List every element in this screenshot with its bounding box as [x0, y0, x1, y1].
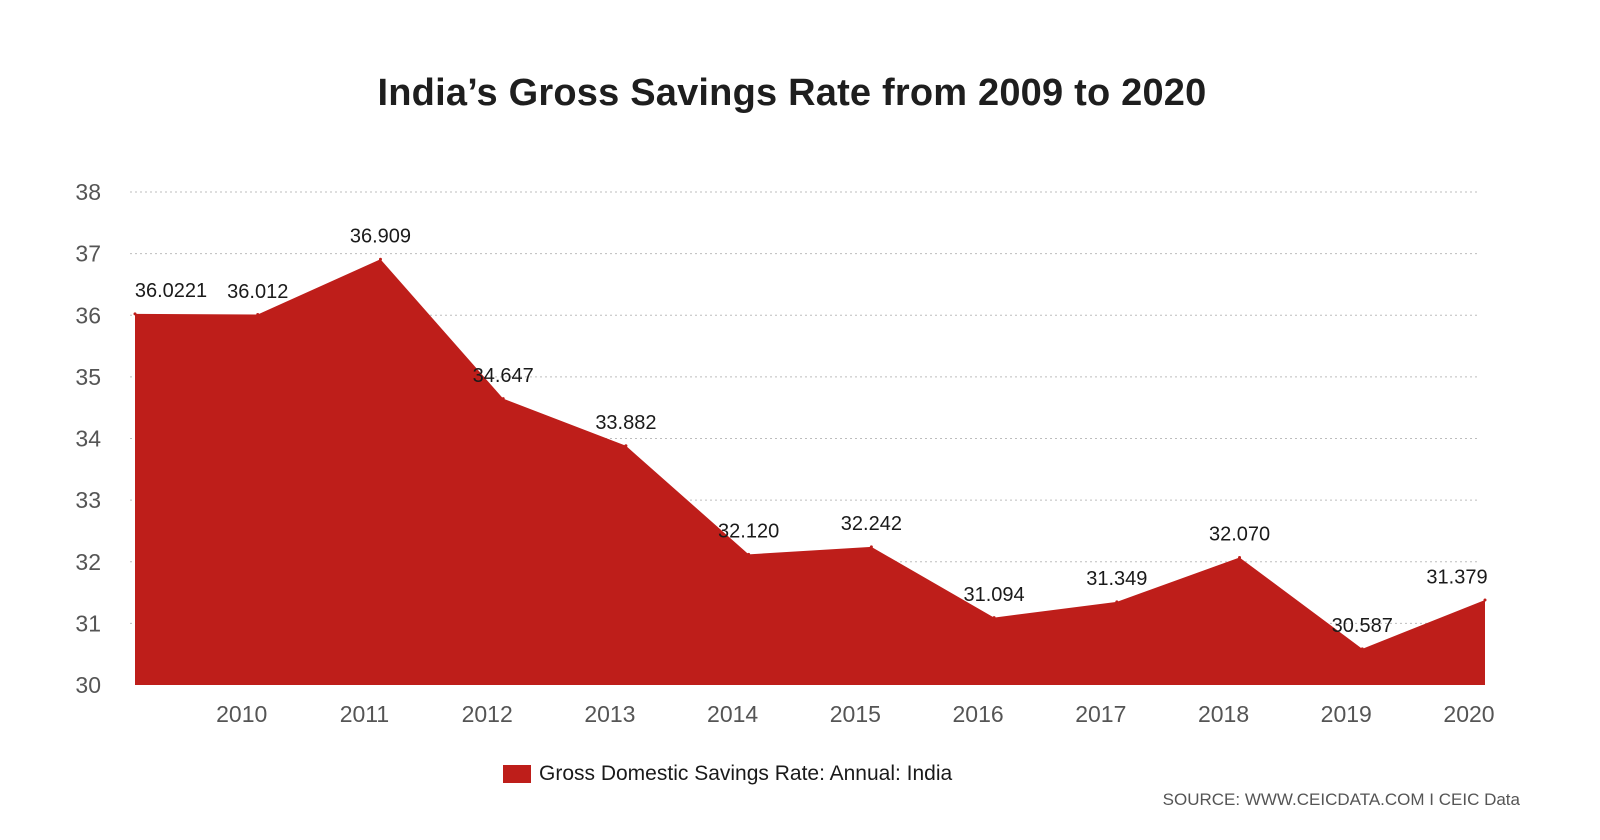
x-axis-ticks: 2010 2011 2012 2013 2014 2015 2016 2017 2018 2019…: [216, 701, 1494, 727]
x-tick-label: 2020: [1443, 701, 1494, 727]
x-tick-label: 2018: [1198, 701, 1249, 727]
data-point: [624, 444, 628, 448]
x-tick-label: 2019: [1321, 701, 1372, 727]
y-tick-label: 36: [75, 302, 101, 328]
data-point: [1360, 647, 1364, 651]
x-tick-label: 2017: [1075, 701, 1126, 727]
x-tick-label: 2013: [584, 701, 635, 727]
area-fill: [135, 259, 1485, 685]
y-tick-label: 38: [75, 179, 101, 205]
x-tick-label: 2012: [462, 701, 513, 727]
data-point: [378, 257, 382, 261]
data-point: [133, 312, 137, 316]
area-series: [133, 257, 1487, 685]
data-label: 30.587: [1332, 615, 1393, 637]
data-point: [256, 313, 260, 317]
data-label: 32.070: [1209, 524, 1270, 546]
y-tick-label: 37: [75, 241, 101, 267]
data-label: 32.242: [841, 513, 902, 535]
data-point: [1238, 555, 1242, 559]
data-point: [501, 397, 505, 401]
x-tick-label: 2016: [953, 701, 1004, 727]
data-label: 31.349: [1086, 568, 1147, 590]
y-tick-label: 32: [75, 549, 101, 575]
y-tick-label: 31: [75, 610, 101, 636]
legend-swatch: [503, 765, 531, 783]
x-tick-label: 2011: [340, 701, 389, 727]
data-point: [1115, 600, 1119, 604]
data-label: 33.882: [595, 412, 656, 434]
data-label: 31.094: [964, 584, 1025, 606]
y-axis-ticks: 30 31 32 33 34 35 36 37 38: [75, 179, 101, 698]
y-tick-label: 30: [75, 672, 101, 698]
data-label: 32.120: [718, 521, 779, 543]
data-label: 31.379: [1426, 566, 1487, 588]
x-tick-label: 2014: [707, 701, 758, 727]
x-tick-label: 2015: [830, 701, 881, 727]
data-label: 36.909: [350, 226, 411, 248]
chart-title: India’s Gross Savings Rate from 2009 to …: [377, 72, 1207, 114]
data-label: 34.647: [473, 365, 534, 387]
data-labels: 36.0221 36.012 36.909 34.647 33.882 32.120 32.…: [135, 226, 1488, 638]
legend-label: Gross Domestic Savings Rate: Annual: Ind…: [539, 762, 953, 785]
data-label: 36.012: [227, 281, 288, 303]
data-point: [869, 545, 873, 549]
y-tick-label: 34: [75, 426, 101, 452]
legend: Gross Domestic Savings Rate: Annual: Ind…: [503, 762, 952, 786]
y-tick-label: 35: [75, 364, 101, 390]
x-tick-label: 2010: [216, 701, 267, 727]
y-tick-label: 33: [75, 487, 101, 513]
data-point: [747, 552, 751, 556]
data-label: 36.0221: [135, 280, 207, 302]
data-point: [1483, 598, 1487, 602]
source-note: SOURCE: WWW.CEICDATA.COM I CEIC Data: [1162, 790, 1520, 809]
data-point: [992, 616, 996, 620]
